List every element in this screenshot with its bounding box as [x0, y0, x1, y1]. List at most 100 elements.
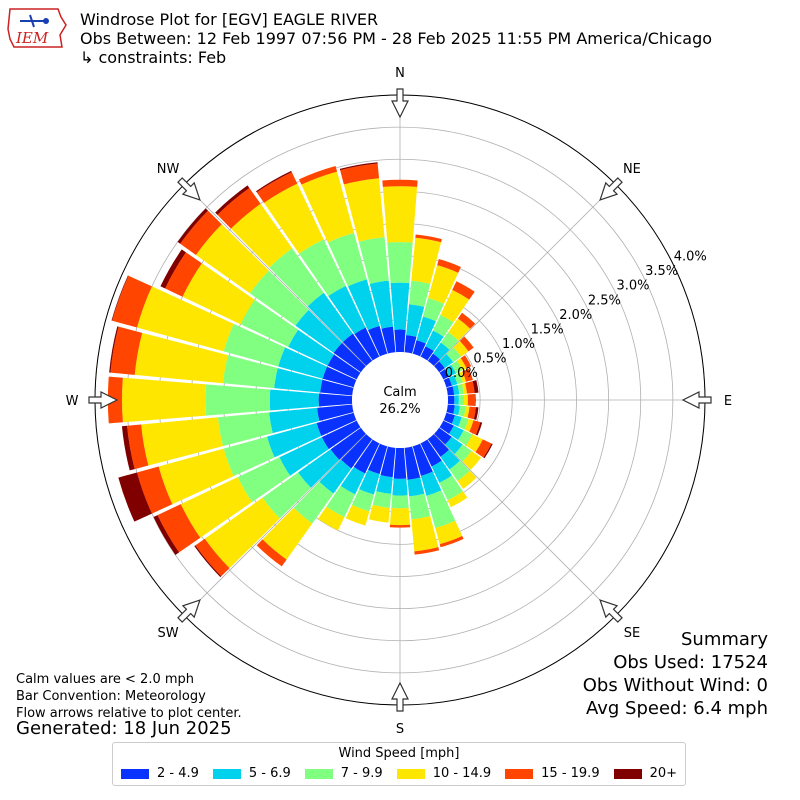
flow-arrow: [681, 391, 712, 409]
flow-arrow: [599, 599, 623, 623]
direction-label: W: [66, 394, 79, 409]
windrose-bar-segment: [204, 497, 280, 569]
windrose-bar-segment: [217, 412, 273, 447]
legend-swatch: [613, 768, 642, 779]
radial-tick-label: 4.0%: [674, 250, 707, 265]
windrose-bar-segment: [340, 163, 380, 185]
windrose-bar-segment: [457, 312, 476, 329]
windrose-bar-segment: [230, 203, 293, 268]
windrose-bar-segment: [194, 545, 222, 578]
windrose-bar-segment: [256, 172, 298, 203]
windrose-bar-segment: [407, 477, 425, 497]
windrose-bar-segment: [256, 539, 287, 567]
windrose-bar-segment: [452, 384, 460, 395]
windrose-bar-segment: [459, 371, 467, 383]
windrose-bar-segment: [448, 375, 458, 386]
windrose-bar-segment: [391, 495, 409, 509]
iem-logo: IEM: [7, 8, 67, 48]
windrose-bar-segment: [345, 504, 370, 526]
windrose-bar-segment: [406, 304, 425, 337]
windrose-bar-segment: [269, 248, 324, 307]
windrose-bar-segment: [327, 232, 367, 287]
windrose-bar-segment: [454, 395, 459, 405]
windrose-bar-segment: [389, 524, 411, 528]
windrose-bar-segment: [153, 515, 180, 555]
windrose-bar-segment: [340, 467, 366, 495]
windrose-bar-segment: [414, 547, 440, 555]
windrose-bar-segment: [267, 422, 322, 458]
obs-used: Obs Used: 17524: [613, 652, 768, 673]
radial-tick-label: 2.0%: [559, 308, 592, 323]
legend-swatch: [212, 768, 241, 779]
windrose-bar-segment: [298, 166, 338, 185]
windrose-bar-segment: [467, 406, 476, 420]
windrose-bar-segment: [404, 334, 417, 354]
direction-label: SW: [158, 626, 179, 641]
windrose-bar-segment: [447, 491, 468, 508]
windrose-bar-segment: [448, 318, 471, 341]
legend-label: 10 - 14.9: [432, 766, 492, 781]
legend-item: 15 - 19.9: [505, 766, 600, 781]
legend-item: 10 - 14.9: [396, 766, 492, 781]
calm-label: Calm: [383, 385, 416, 400]
windrose-bar-segment: [262, 472, 311, 519]
windrose-bar-segment: [255, 170, 292, 193]
windrose-bar-segment: [431, 460, 453, 483]
windrose-bar-segment: [369, 280, 394, 329]
flow-arrow: [599, 177, 623, 201]
windrose-bar-segment: [359, 469, 380, 495]
windrose-bar-segment: [416, 316, 437, 344]
legend-title: Wind Speed [mph]: [338, 746, 460, 761]
chart-constraints: ↳ constraints: Feb: [80, 48, 227, 67]
windrose-bar-segment: [316, 412, 357, 437]
windrose-bar-segment: [453, 405, 460, 416]
windrose-bar-segment: [118, 472, 152, 522]
windrose-bar-segment: [451, 360, 463, 374]
windrose-bar-segment: [376, 475, 393, 494]
windrose-bar-segment: [458, 430, 473, 446]
windrose-bar-segment: [127, 424, 149, 470]
windrose-bar-segment: [301, 171, 354, 243]
grid-spoke: [433, 184, 616, 367]
legend-item: 20+: [613, 766, 678, 781]
flow-arrows-note: Flow arrows relative to plot center.: [16, 706, 242, 721]
legend-items: 2 - 4.9 5 - 6.9 7 - 9.9 10 - 14.9 15 - 19.9 2…: [113, 766, 685, 781]
legend-swatch: [304, 768, 333, 779]
windrose-bar-segment: [321, 420, 361, 450]
windrose-bar-segment: [445, 436, 463, 455]
windrose-bar-segment: [322, 366, 357, 388]
radial-tick-label: 2.5%: [588, 293, 621, 308]
avg-speed: Avg Speed: 6.4 mph: [586, 698, 768, 719]
legend-swatch: [396, 768, 425, 779]
windrose-bar-segment: [333, 342, 366, 373]
windrose-bar-segment: [415, 234, 442, 243]
windrose-bar-segment: [341, 434, 373, 469]
radial-tick-label: 1.5%: [531, 322, 564, 337]
direction-label: NW: [157, 162, 180, 177]
flow-arrow: [177, 599, 201, 623]
windrose-bar-segment: [464, 418, 474, 432]
windrose-bar-segment: [223, 323, 286, 367]
windrose-bar-segment: [446, 347, 462, 363]
direction-label: SE: [624, 626, 640, 641]
windrose-bar-segment: [463, 394, 468, 406]
windrose-bar-segment: [339, 162, 378, 171]
windrose-bar-segment: [158, 448, 234, 505]
windrose-bar-segment: [223, 436, 275, 477]
windrose-bar-segment: [453, 341, 469, 357]
radial-tick-label: 0.0%: [445, 366, 478, 381]
windrose-bar-segment: [328, 285, 366, 335]
windrose-bar-segment: [454, 372, 464, 385]
windrose-bar-segment: [459, 336, 474, 352]
windrose-bar-segment: [449, 425, 464, 441]
windrose-bar-segment: [262, 507, 313, 560]
windrose-bar-segment: [347, 279, 380, 331]
windrose-bar-segment: [462, 450, 482, 470]
windrose-bar-segment: [157, 504, 201, 553]
legend-label: 20+: [649, 766, 678, 781]
windrose-bar-segment: [342, 333, 373, 366]
windrose-bar-segment: [434, 427, 452, 445]
logo-text: IEM: [15, 29, 49, 47]
windrose-bar-segment: [367, 443, 388, 475]
